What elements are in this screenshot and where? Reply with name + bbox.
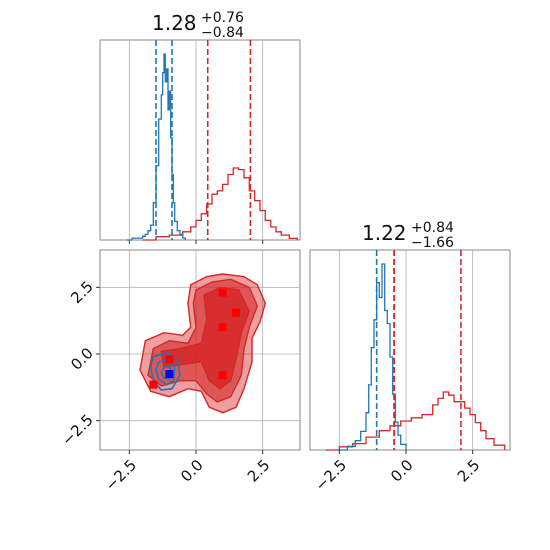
param2-title-plus: +0.84 — [411, 220, 454, 236]
red-marker-3 — [232, 308, 240, 317]
param2-red-histogram — [326, 391, 506, 451]
param2-title-minus: −1.66 — [411, 235, 454, 251]
red-marker-5 — [218, 371, 227, 380]
param1-histogram-panel: 1.28 +0.76 −0.84 — [99, 10, 301, 244]
joint-ytick-label-2: 2.5 — [67, 277, 97, 307]
joint-distribution-panel: −2.5 0.0 2.5 −2.5 0.0 2.5 — [58, 249, 301, 495]
param1-histogram-frame — [99, 39, 301, 241]
param2-xtick-label-0: −2.5 — [312, 456, 350, 494]
param2-xtick-label-2: 2.5 — [454, 456, 484, 486]
red-marker-4 — [218, 323, 227, 332]
param1-quantile-lines — [155, 40, 252, 240]
joint-xtick-label-1: 0.0 — [177, 456, 207, 486]
joint-ytick-label-0: −2.5 — [58, 411, 96, 449]
param2-histogram-panel: −2.5 0.0 2.5 1.22 +0.84 −1.66 — [309, 220, 511, 495]
joint-markers — [149, 288, 240, 389]
blue-marker — [165, 370, 174, 378]
param1-red-histogram — [142, 167, 298, 241]
blue-contour-2 — [160, 365, 173, 381]
joint-y-tick-labels: −2.5 0.0 2.5 — [58, 277, 100, 449]
joint-x-tick-labels: −2.5 0.0 2.5 — [102, 450, 274, 495]
param2-quantile-lines — [375, 250, 462, 450]
param2-title-value: 1.22 — [362, 221, 407, 245]
param1-title-value: 1.28 — [152, 11, 197, 35]
red-marker-1 — [165, 355, 174, 364]
param2-blue-histogram — [336, 263, 407, 451]
param1-title-minus: −0.84 — [201, 25, 244, 41]
param1-blue-histogram — [126, 53, 186, 241]
param1-histogram-grid — [128, 40, 264, 244]
joint-xtick-label-0: −2.5 — [102, 456, 140, 494]
joint-ytick-label-1: 0.0 — [67, 344, 97, 374]
param2-histogram-frame — [309, 249, 511, 451]
param2-xtick-label-1: 0.0 — [387, 456, 417, 486]
red-contour-2 — [160, 286, 251, 390]
param2-x-tick-labels: −2.5 0.0 2.5 — [312, 450, 484, 495]
param1-title-plus: +0.76 — [201, 10, 244, 26]
joint-xtick-label-2: 2.5 — [244, 456, 274, 486]
red-marker-0 — [149, 380, 158, 389]
blue-contour-0 — [149, 351, 181, 391]
param2-histogram-grid — [338, 250, 474, 450]
red-marker-2 — [218, 288, 227, 297]
